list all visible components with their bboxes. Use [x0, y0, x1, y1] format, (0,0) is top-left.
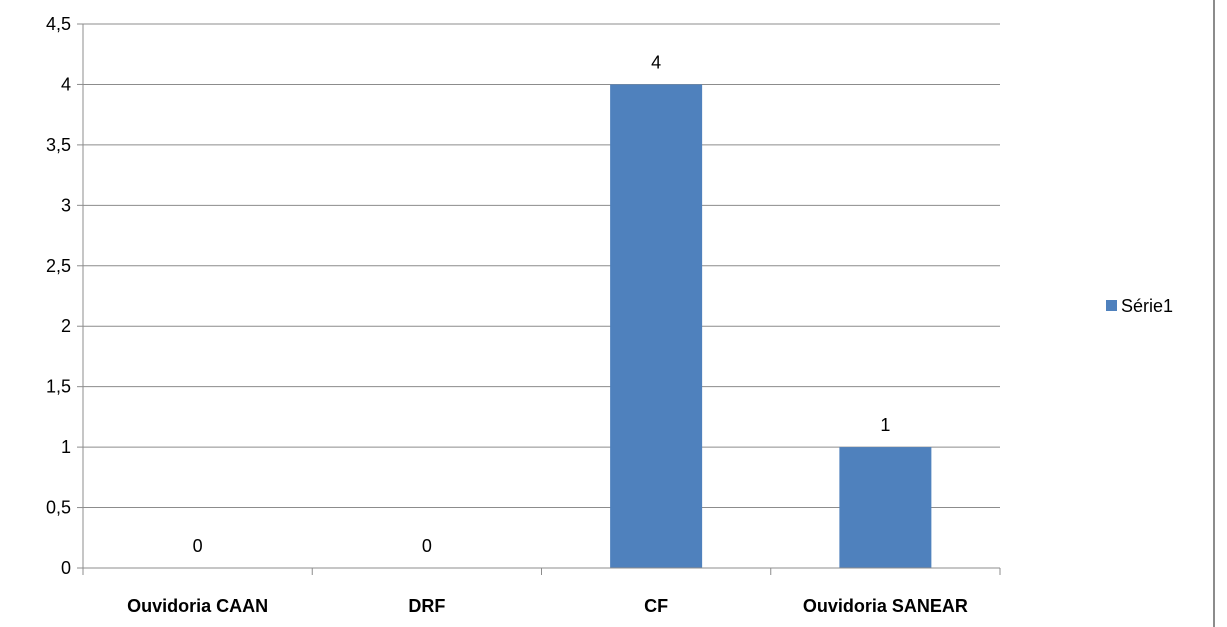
y-tick-label: 0: [61, 558, 71, 578]
bar: [610, 84, 703, 568]
x-category-label: DRF: [408, 596, 445, 616]
gridlines: [83, 23, 1000, 509]
x-category-label: Ouvidoria SANEAR: [803, 596, 968, 616]
y-tick-label: 3,5: [46, 135, 71, 155]
y-tick-label: 2,5: [46, 256, 71, 276]
data-label: 0: [193, 536, 203, 556]
y-tick-label: 1: [61, 437, 71, 457]
x-category-label: Ouvidoria CAAN: [127, 596, 268, 616]
y-tick-label: 3: [61, 195, 71, 215]
y-tick-label: 2: [61, 316, 71, 336]
bar: [839, 447, 932, 568]
data-label: 0: [422, 536, 432, 556]
y-tick-label: 4: [61, 74, 71, 94]
y-tick-label: 4,5: [46, 14, 71, 34]
y-tick-label: 1,5: [46, 377, 71, 397]
data-label: 1: [880, 415, 890, 435]
x-axis-categories: Ouvidoria CAAN DRF CF Ouvidoria SANEAR: [127, 596, 968, 616]
data-label: 4: [651, 52, 661, 72]
legend-label: Série1: [1121, 296, 1173, 316]
legend-swatch: [1106, 300, 1117, 311]
legend: Série1: [1106, 296, 1173, 316]
x-category-label: CF: [644, 596, 668, 616]
data-labels: 0 0 4 1: [193, 52, 891, 556]
y-tick-label: 0,5: [46, 498, 71, 518]
y-axis-ticks: 0 0,5 1 1,5 2 2,5 3 3,5 4 4,5: [46, 14, 71, 578]
bars: [610, 84, 932, 568]
axes: [77, 23, 1001, 575]
